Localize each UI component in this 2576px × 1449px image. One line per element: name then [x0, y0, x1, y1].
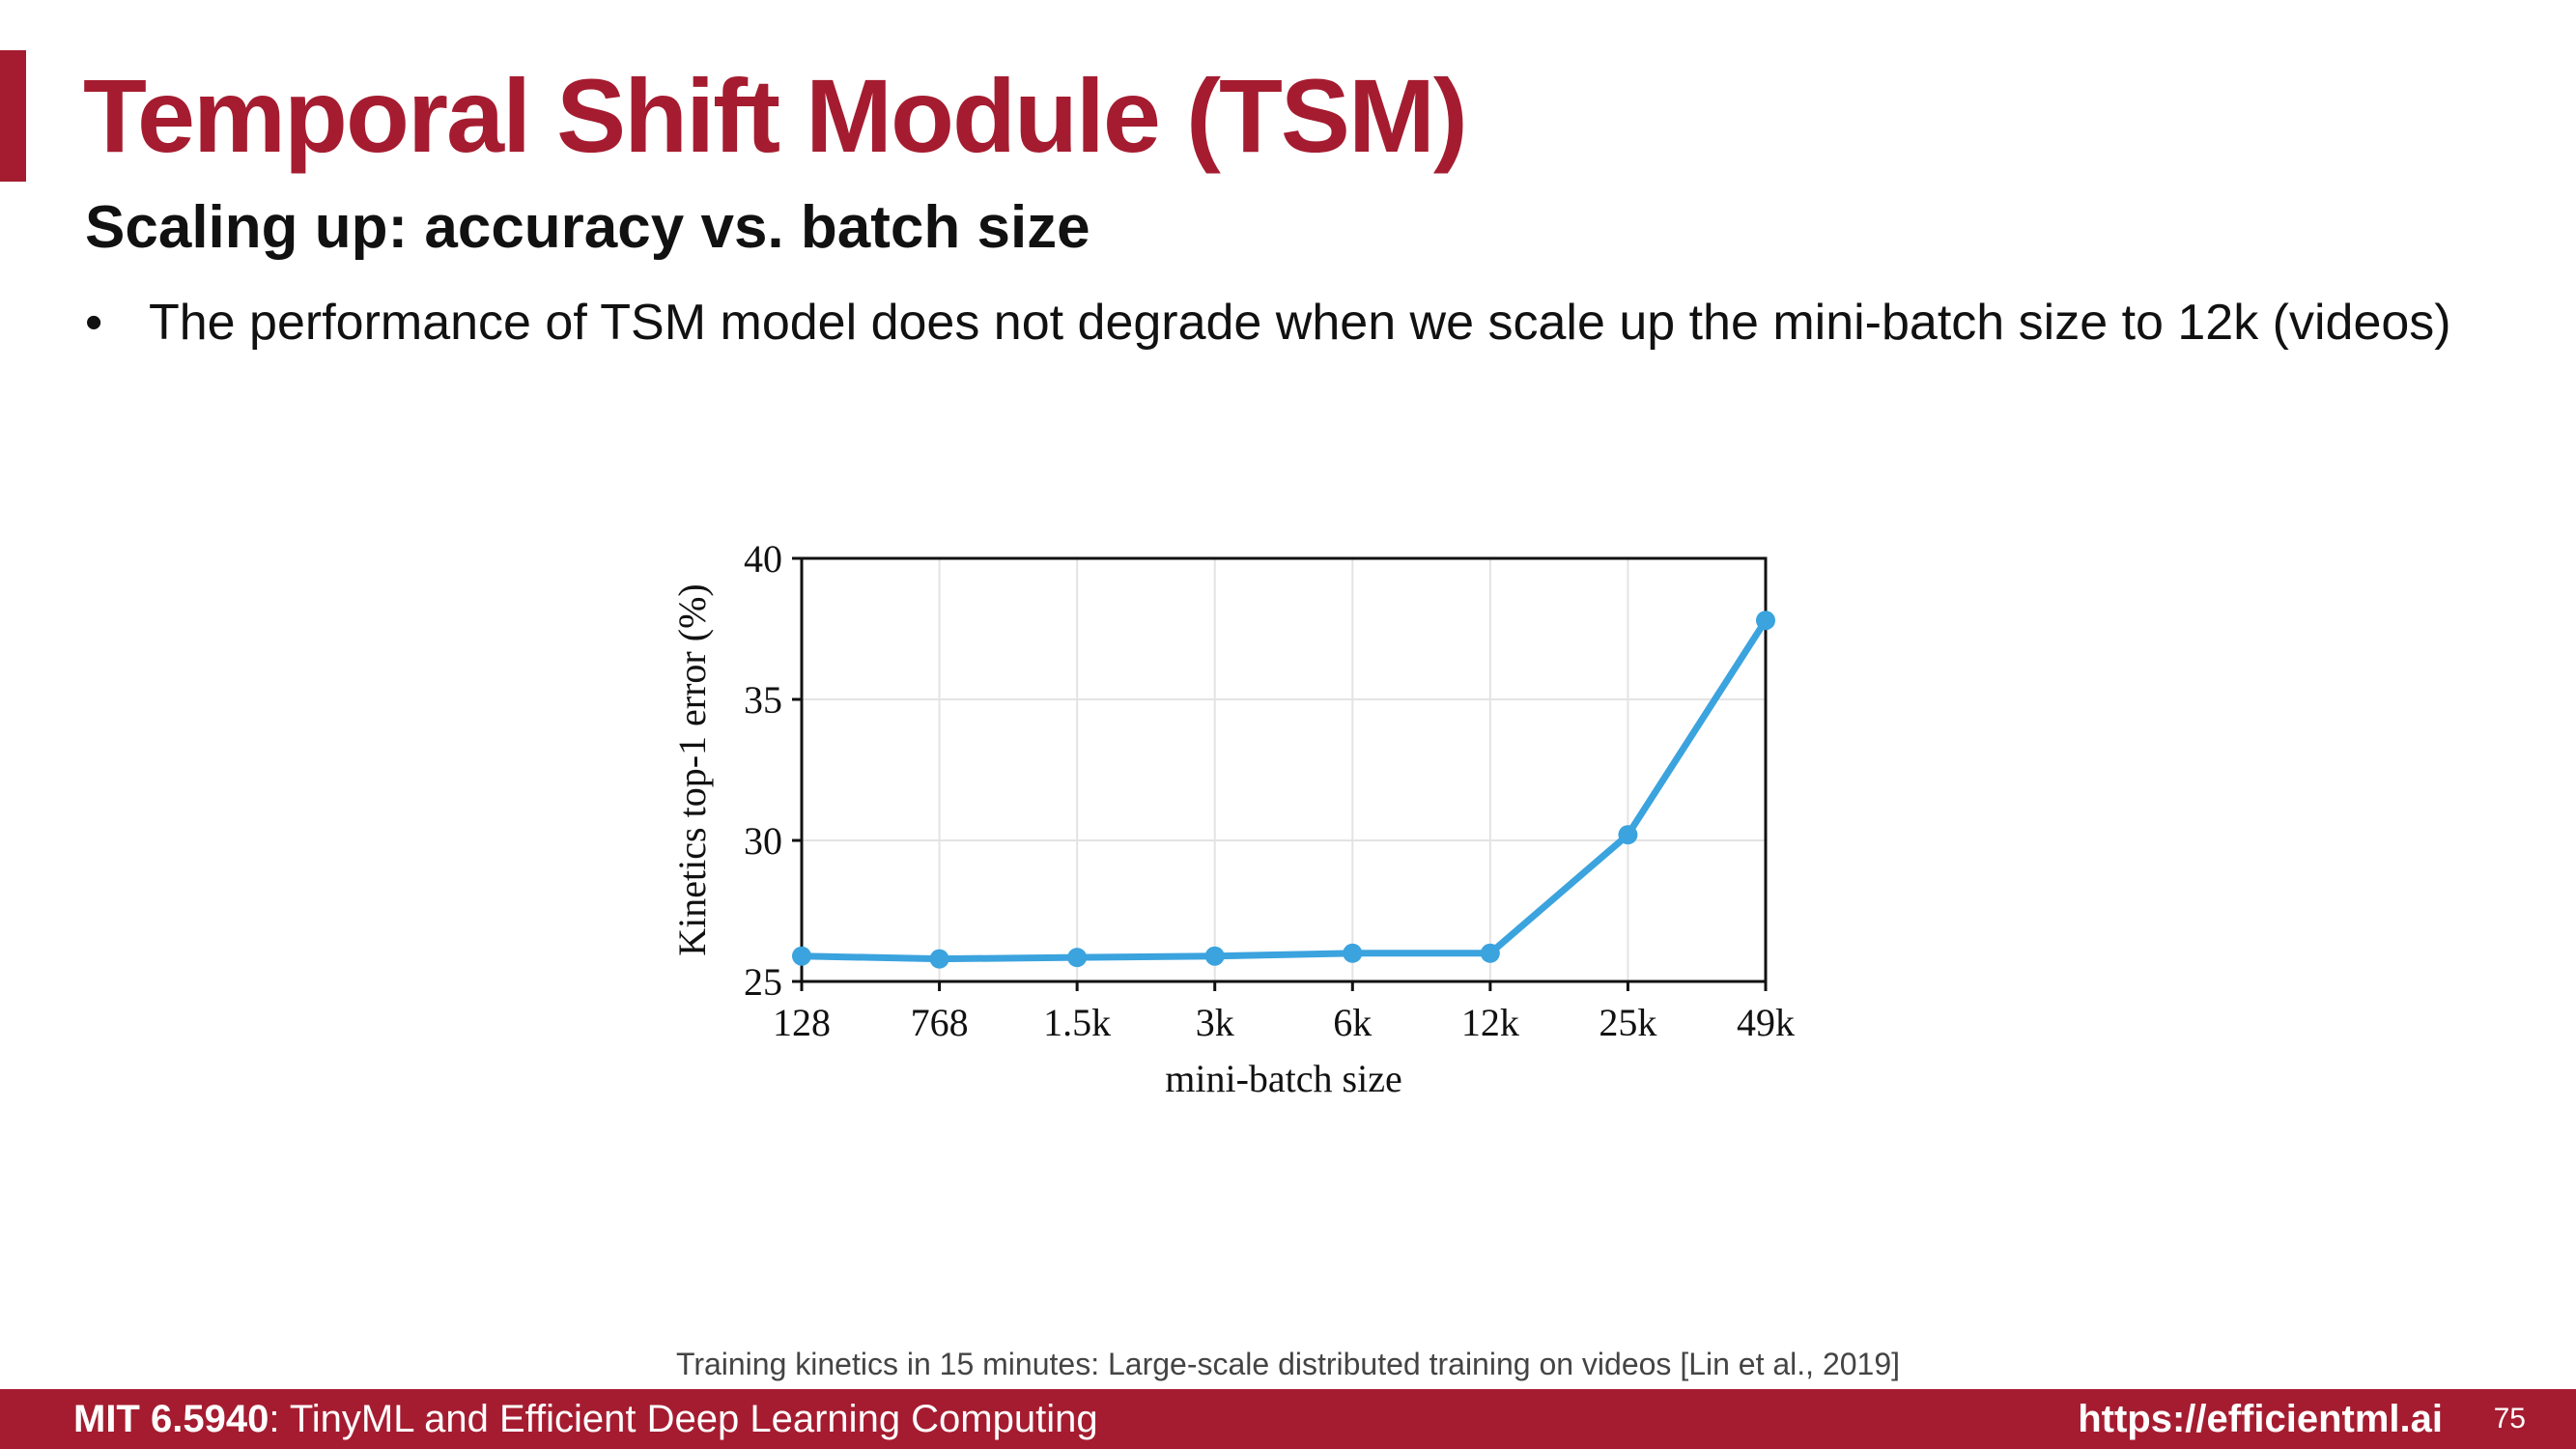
tick-layer [792, 556, 1768, 991]
x-tick-label: 128 [773, 1001, 831, 1044]
footer-course-name: : TinyML and Efficient Deep Learning Com… [269, 1398, 1098, 1440]
title-accent-bar [0, 50, 26, 182]
x-tick-label: 1.5k [1043, 1001, 1111, 1044]
error-vs-batch-chart: 128 768 1.5k 3k 6k 12k 25k 49k 25 30 35 40 mini-bat… [670, 537, 1795, 1100]
x-tick-label: 3k [1196, 1001, 1234, 1044]
x-tick-label: 25k [1599, 1001, 1656, 1044]
data-point [1067, 948, 1088, 968]
footer-course-code: MIT 6.5940 [73, 1398, 269, 1440]
y-tick-label: 40 [744, 537, 782, 581]
x-axis-title: mini-batch size [1165, 1057, 1401, 1100]
x-tick-label: 12k [1461, 1001, 1519, 1044]
grid-layer [801, 557, 1767, 982]
y-tick-label: 25 [744, 960, 782, 1004]
data-point [1343, 943, 1363, 963]
data-point [1756, 611, 1775, 631]
label-layer: 128 768 1.5k 3k 6k 12k 25k 49k 25 30 35 40 [744, 537, 1795, 1044]
bullet-item: • The performance of TSM model does not … [85, 290, 2480, 355]
slide-title: Temporal Shift Module (TSM) [83, 57, 1468, 174]
y-tick-label: 35 [744, 678, 782, 722]
bullet-text: The performance of TSM model does not de… [149, 295, 2451, 351]
series-layer [792, 611, 1775, 969]
data-point [1480, 943, 1500, 963]
x-tick-label: 6k [1333, 1001, 1372, 1044]
bullet-dot-icon: • [85, 295, 103, 351]
plot-frame [800, 556, 1768, 983]
chart-container: 128 768 1.5k 3k 6k 12k 25k 49k 25 30 35 40 mini-bat… [657, 531, 1816, 1121]
y-tick-label: 30 [744, 819, 782, 863]
footer-course: MIT 6.5940: TinyML and Efficient Deep Le… [73, 1389, 1098, 1449]
y-axis-title: Kinetics top-1 error (%) [670, 583, 714, 955]
footer-bar: MIT 6.5940: TinyML and Efficient Deep Le… [0, 1389, 2576, 1449]
bullet-list: • The performance of TSM model does not … [85, 290, 2480, 355]
data-point [1618, 825, 1638, 845]
error-series-line [798, 616, 1769, 963]
x-tick-label: 768 [911, 1001, 969, 1044]
slide-subtitle: Scaling up: accuracy vs. batch size [85, 194, 1090, 261]
citation: Training kinetics in 15 minutes: Large-s… [675, 1347, 1901, 1381]
data-point [792, 946, 811, 966]
data-point [1204, 946, 1225, 966]
footer-url-link[interactable]: https://efficientml.ai [2078, 1398, 2443, 1440]
data-point [929, 949, 949, 969]
page-number: 75 [2493, 1403, 2526, 1435]
x-tick-label: 49k [1737, 1001, 1795, 1044]
